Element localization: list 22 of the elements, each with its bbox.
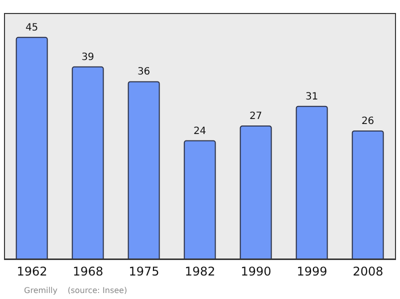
- bar: [240, 126, 272, 259]
- x-tick-label: 1999: [296, 264, 328, 279]
- x-tick-label: 1982: [184, 264, 216, 279]
- bar: [72, 66, 104, 259]
- x-tick-label: 1968: [72, 264, 104, 279]
- data-label: 26: [361, 116, 374, 127]
- x-tick-label: 1962: [16, 264, 48, 279]
- x-tick-label: 1975: [128, 264, 160, 279]
- data-label: 39: [81, 52, 94, 63]
- data-label: 45: [25, 22, 38, 34]
- x-tick-label: 1990: [240, 264, 272, 279]
- text: Gremilly (source: Insee): [24, 286, 128, 295]
- data-label: 27: [249, 111, 262, 122]
- bar: [128, 81, 160, 259]
- data-label: 24: [193, 126, 206, 137]
- bar: [296, 106, 328, 259]
- bar: [184, 140, 216, 259]
- data-label: 31: [305, 91, 318, 102]
- bar: [352, 130, 384, 259]
- data-label: 36: [137, 66, 150, 78]
- x-tick-label: 2008: [352, 264, 384, 279]
- bar: [16, 36, 48, 259]
